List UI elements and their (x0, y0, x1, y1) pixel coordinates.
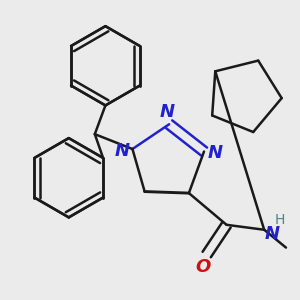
Text: H: H (275, 213, 285, 227)
Text: N: N (265, 225, 280, 243)
Text: N: N (207, 145, 223, 163)
Text: N: N (115, 142, 130, 160)
Text: O: O (195, 258, 210, 276)
Text: N: N (160, 103, 175, 122)
